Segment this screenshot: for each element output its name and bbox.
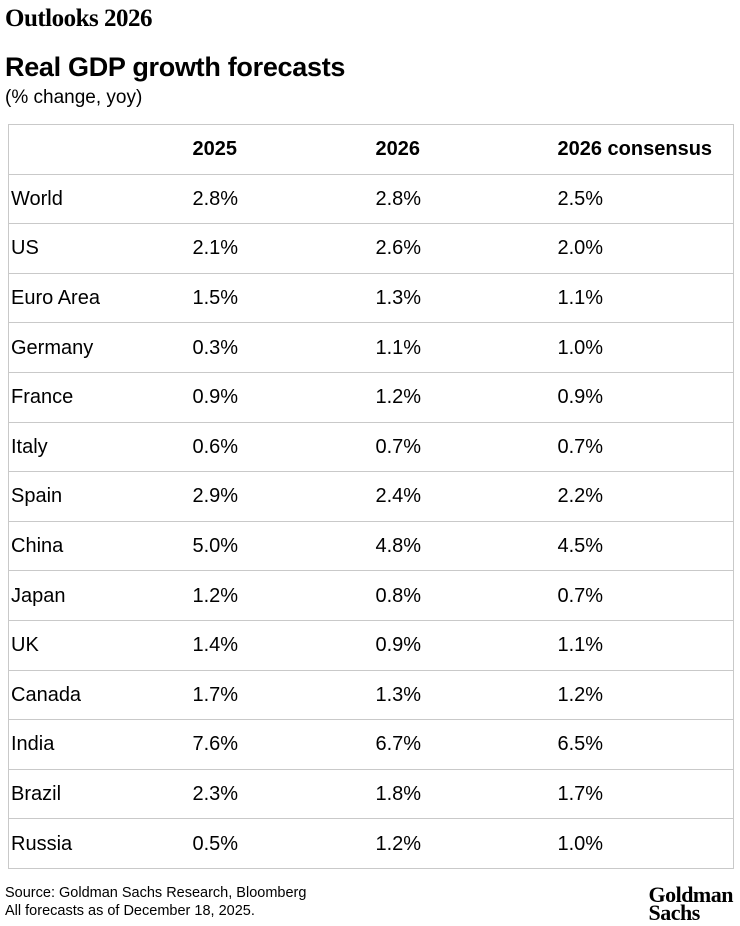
row-label: Euro Area: [8, 272, 191, 324]
table-row: Italy 0.6% 0.7% 0.7%: [8, 421, 734, 473]
value-cell: 1.7%: [555, 768, 734, 820]
row-label: World: [8, 173, 191, 225]
row-label: Brazil: [8, 768, 191, 820]
value-cell: 2.2%: [555, 471, 734, 522]
table-row: China 5.0% 4.8% 4.5%: [8, 520, 734, 572]
value-cell: 1.2%: [373, 371, 556, 423]
value-cell: 2.8%: [373, 173, 556, 225]
logo-line-1: Goldman: [648, 881, 733, 907]
value-cell: 2.3%: [190, 768, 374, 820]
value-cell: 5.0%: [190, 520, 374, 572]
value-cell: 2.4%: [373, 471, 556, 522]
value-cell: 0.6%: [190, 421, 374, 473]
value-cell: 1.1%: [555, 272, 734, 324]
table-row: France 0.9% 1.2% 0.9%: [8, 371, 734, 423]
value-cell: 0.7%: [555, 421, 734, 473]
value-cell: 6.7%: [373, 719, 556, 770]
column-header: 2025: [190, 124, 374, 175]
value-cell: 0.7%: [373, 421, 556, 473]
row-label: Germany: [8, 322, 191, 373]
row-label: UK: [8, 619, 191, 671]
table-row: Russia 0.5% 1.2% 1.0%: [8, 818, 734, 869]
value-cell: 4.8%: [373, 520, 556, 572]
source-note: Source: Goldman Sachs Research, Bloomber…: [5, 884, 306, 921]
value-cell: 0.3%: [190, 322, 374, 373]
table-row: Japan 1.2% 0.8% 0.7%: [8, 570, 734, 621]
row-label: Italy: [8, 421, 191, 473]
table-row: US 2.1% 2.6% 2.0%: [8, 223, 734, 274]
source-line-1: Source: Goldman Sachs Research, Bloomber…: [5, 884, 307, 901]
source-line-2: All forecasts as of December 18, 2025.: [5, 903, 255, 920]
value-cell: 2.9%: [190, 471, 374, 522]
table-row: World 2.8% 2.8% 2.5%: [8, 173, 734, 225]
value-cell: 2.8%: [190, 173, 374, 225]
value-cell: 0.9%: [373, 619, 556, 671]
value-cell: 2.1%: [190, 223, 374, 274]
table-row: Canada 1.7% 1.3% 1.2%: [8, 669, 734, 721]
row-label: Russia: [8, 818, 191, 869]
column-header-empty: [8, 124, 191, 175]
table-row: Euro Area 1.5% 1.3% 1.1%: [8, 272, 734, 324]
value-cell: 7.6%: [190, 719, 374, 770]
chart-title: Real GDP growth forecasts: [5, 52, 346, 82]
value-cell: 1.4%: [190, 619, 374, 671]
publication-title: Outlooks 2026: [5, 5, 153, 32]
row-label: Spain: [8, 471, 191, 522]
value-cell: 1.0%: [555, 322, 734, 373]
value-cell: 1.3%: [373, 272, 556, 324]
goldman-sachs-logo: Goldman Sachs: [648, 881, 733, 925]
column-header: 2026 consensus: [555, 124, 734, 175]
gdp-forecast-table: 2025 2026 2026 consensus World 2.8% 2.8% 2.5%…: [8, 124, 734, 869]
column-header: 2026: [373, 124, 556, 175]
table-row: India 7.6% 6.7% 6.5%: [8, 719, 734, 770]
value-cell: 2.0%: [555, 223, 734, 274]
value-cell: 4.5%: [555, 520, 734, 572]
value-cell: 1.8%: [373, 768, 556, 820]
table-row: Germany 0.3% 1.1% 1.0%: [8, 322, 734, 373]
value-cell: 0.5%: [190, 818, 374, 869]
table-header-row: 2025 2026 2026 consensus: [8, 124, 734, 175]
logo-line-2: Sachs: [648, 899, 700, 925]
value-cell: 1.0%: [555, 818, 734, 869]
value-cell: 1.7%: [190, 669, 374, 721]
value-cell: 2.6%: [373, 223, 556, 274]
value-cell: 2.5%: [555, 173, 734, 225]
table-row: UK 1.4% 0.9% 1.1%: [8, 619, 734, 671]
value-cell: 1.5%: [190, 272, 374, 324]
row-label: US: [8, 223, 191, 274]
value-cell: 0.9%: [190, 371, 374, 423]
table-row: Spain 2.9% 2.4% 2.2%: [8, 471, 734, 522]
value-cell: 6.5%: [555, 719, 734, 770]
page: Outlooks 2026 Real GDP growth forecasts …: [0, 5, 740, 925]
value-cell: 0.9%: [555, 371, 734, 423]
value-cell: 1.3%: [373, 669, 556, 721]
value-cell: 1.2%: [190, 570, 374, 621]
value-cell: 0.8%: [373, 570, 556, 621]
chart-subtitle: (% change, yoy): [5, 87, 143, 108]
row-label: China: [8, 520, 191, 572]
row-label: France: [8, 371, 191, 423]
row-label: Canada: [8, 669, 191, 721]
value-cell: 1.2%: [373, 818, 556, 869]
row-label: Japan: [8, 570, 191, 621]
footer: Source: Goldman Sachs Research, Bloomber…: [5, 881, 735, 925]
table-row: Brazil 2.3% 1.8% 1.7%: [8, 768, 734, 820]
value-cell: 1.1%: [373, 322, 556, 373]
row-label: India: [8, 719, 191, 770]
value-cell: 1.2%: [555, 669, 734, 721]
value-cell: 1.1%: [555, 619, 734, 671]
value-cell: 0.7%: [555, 570, 734, 621]
